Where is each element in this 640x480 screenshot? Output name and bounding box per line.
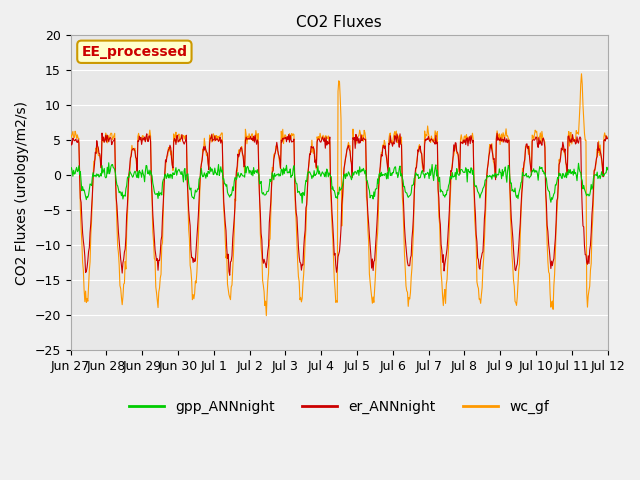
Text: EE_processed: EE_processed (81, 45, 188, 59)
Title: CO2 Fluxes: CO2 Fluxes (296, 15, 382, 30)
Y-axis label: CO2 Fluxes (urology/m2/s): CO2 Fluxes (urology/m2/s) (15, 101, 29, 285)
Legend: gpp_ANNnight, er_ANNnight, wc_gf: gpp_ANNnight, er_ANNnight, wc_gf (124, 395, 555, 420)
